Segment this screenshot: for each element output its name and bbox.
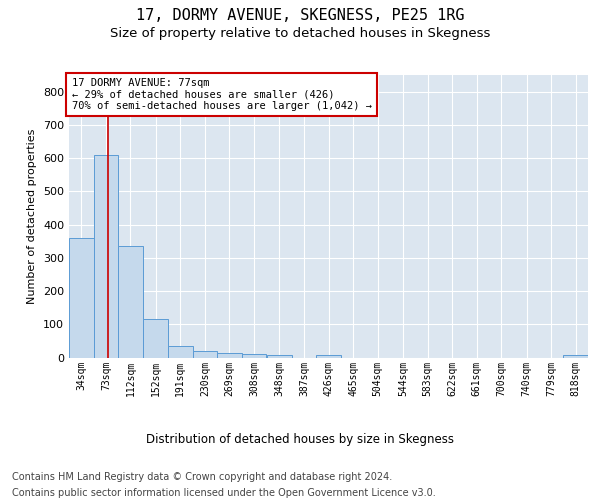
Bar — [168, 346, 193, 358]
Bar — [118, 246, 143, 358]
Bar — [316, 355, 341, 358]
Text: Size of property relative to detached houses in Skegness: Size of property relative to detached ho… — [110, 28, 490, 40]
Text: Contains HM Land Registry data © Crown copyright and database right 2024.: Contains HM Land Registry data © Crown c… — [12, 472, 392, 482]
Bar — [94, 155, 118, 358]
Y-axis label: Number of detached properties: Number of detached properties — [28, 128, 37, 304]
Text: Contains public sector information licensed under the Open Government Licence v3: Contains public sector information licen… — [12, 488, 436, 498]
Text: 17, DORMY AVENUE, SKEGNESS, PE25 1RG: 17, DORMY AVENUE, SKEGNESS, PE25 1RG — [136, 8, 464, 22]
Bar — [193, 351, 217, 358]
Bar — [217, 352, 242, 358]
Bar — [267, 355, 292, 358]
Text: Distribution of detached houses by size in Skegness: Distribution of detached houses by size … — [146, 432, 454, 446]
Bar — [143, 320, 168, 358]
Bar — [242, 354, 266, 358]
Text: 17 DORMY AVENUE: 77sqm
← 29% of detached houses are smaller (426)
70% of semi-de: 17 DORMY AVENUE: 77sqm ← 29% of detached… — [71, 78, 371, 111]
Bar — [563, 355, 588, 358]
Bar — [69, 238, 94, 358]
